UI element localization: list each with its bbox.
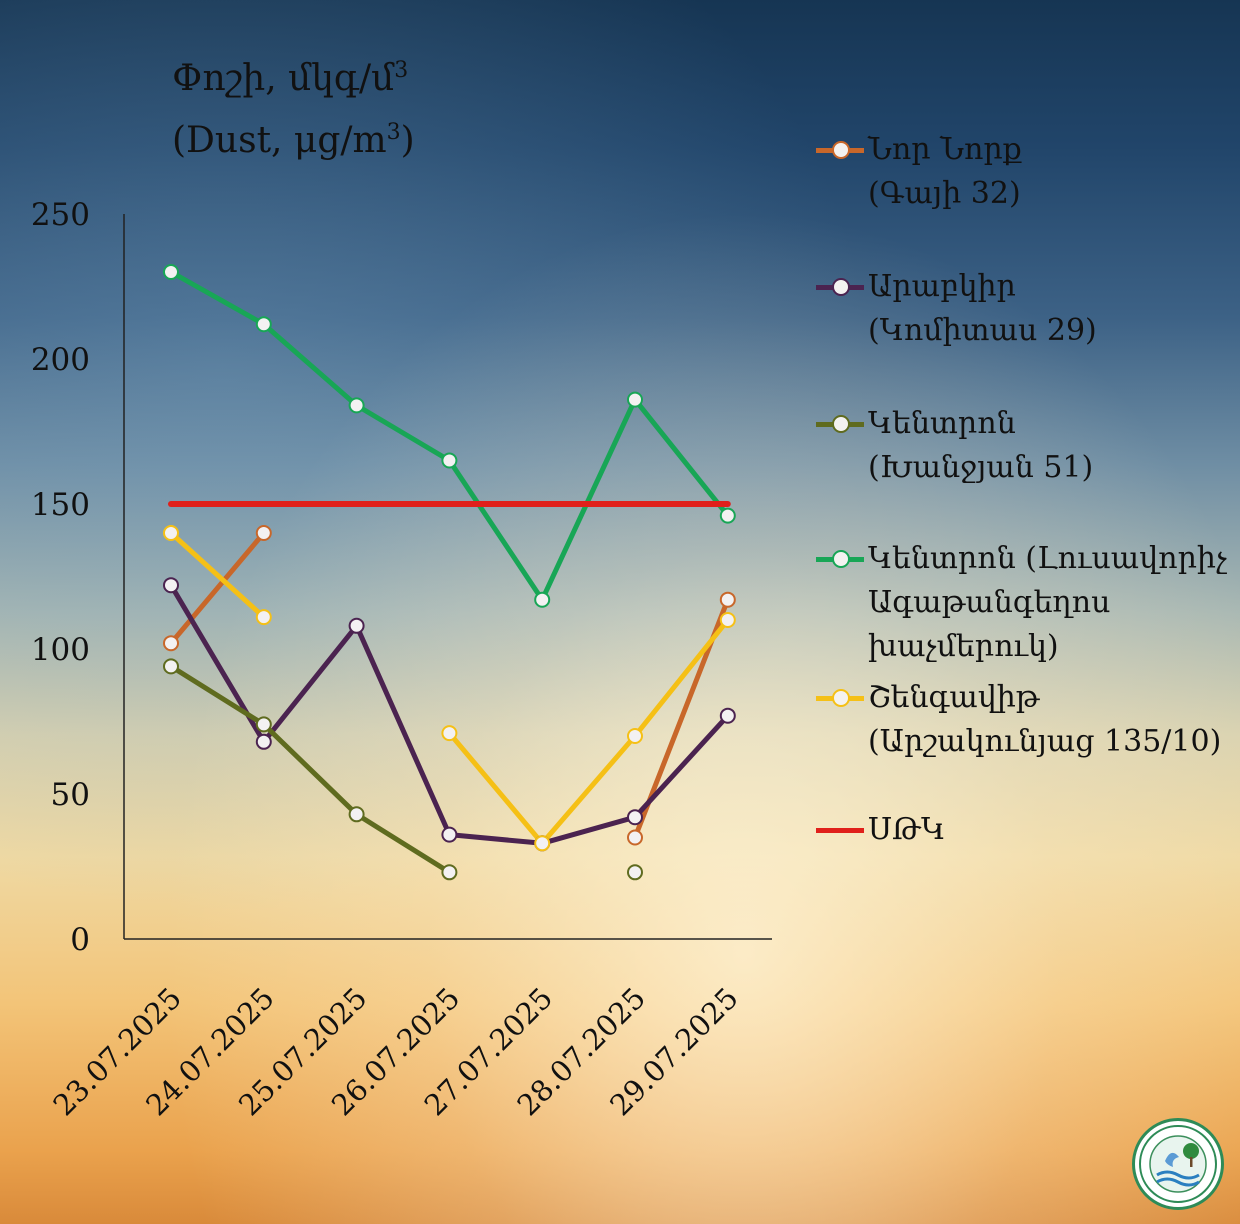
y-tick-label: 200 xyxy=(31,342,90,378)
y-tick-label: 50 xyxy=(51,777,90,813)
data-point xyxy=(255,733,272,750)
legend-label: Նոր Նորք (Գայի 32) xyxy=(868,132,1022,211)
data-point xyxy=(719,707,736,724)
legend-label: Շենգավիթ (Արշակունյաց 135/10) xyxy=(868,680,1222,759)
data-point xyxy=(163,658,179,675)
legend-swatch-marker xyxy=(832,415,850,433)
data-point xyxy=(441,826,458,843)
series-line xyxy=(168,530,267,646)
legend-swatch-marker xyxy=(832,550,850,568)
data-point xyxy=(719,507,736,524)
y-tick-label: 250 xyxy=(31,197,90,233)
data-point xyxy=(534,835,551,852)
data-point xyxy=(627,864,643,881)
data-point xyxy=(627,829,643,846)
y-tick-label: 0 xyxy=(70,922,90,958)
data-point xyxy=(163,635,179,652)
data-point xyxy=(627,809,643,826)
legend-swatch-marker xyxy=(832,141,850,159)
emblem-icon xyxy=(1139,1125,1217,1203)
legend-label: Արաբկիր (Կոմիտաս 29) xyxy=(868,269,1097,348)
data-point xyxy=(255,609,272,626)
data-point xyxy=(255,716,272,733)
data-point xyxy=(441,725,458,742)
data-point xyxy=(627,391,643,408)
data-point xyxy=(255,316,272,333)
data-point xyxy=(719,612,736,628)
legend-label: Կենտրոն (Լուսավորիչ Ագաթանգեղոս խաչմերու… xyxy=(868,541,1227,664)
series-line xyxy=(446,617,731,846)
legend-swatch-line xyxy=(816,828,864,833)
data-point xyxy=(441,452,458,469)
legend-label: Կենտրոն (Խանջյան 51) xyxy=(868,406,1094,485)
data-point xyxy=(441,864,458,881)
ministry-logo xyxy=(1132,1118,1224,1210)
series-line xyxy=(168,663,452,875)
series-line xyxy=(168,530,267,620)
series-line xyxy=(168,269,731,603)
data-point xyxy=(163,264,179,280)
chart-title-line2: (Dust, μg/m3) xyxy=(172,120,415,161)
data-point xyxy=(627,728,643,744)
data-point xyxy=(255,525,272,541)
y-tick-label: 150 xyxy=(31,487,90,523)
data-point xyxy=(348,397,365,414)
legend-swatch-marker xyxy=(832,278,850,296)
data-point xyxy=(534,591,551,608)
legend-swatch-marker xyxy=(832,689,850,707)
y-tick-label: 100 xyxy=(31,632,90,668)
data-point xyxy=(719,591,736,608)
data-point xyxy=(163,525,179,541)
legend-label: ՍԹԿ xyxy=(868,812,946,847)
series-line xyxy=(168,582,731,846)
data-point xyxy=(348,617,365,634)
chart-title-line1: Փոշի, մկգ/մ3 xyxy=(172,58,409,99)
chart-title: Փոշի, մկգ/մ3 (Dust, μg/m3) xyxy=(172,44,415,168)
data-point xyxy=(163,577,179,594)
data-point xyxy=(348,806,365,823)
